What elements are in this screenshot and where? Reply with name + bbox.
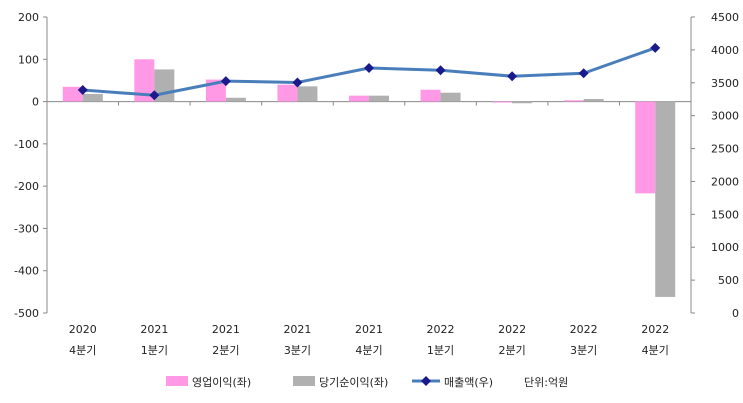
category-labels: 2020 4분기 2021 1분기 2021 2분기 2021 3분기 2021 4분기 2022 1…: [69, 323, 669, 357]
category-year-label: 2021: [283, 323, 311, 336]
category-year-label: 2021: [355, 323, 383, 336]
right-tick-label: 1500: [711, 208, 739, 221]
right-axis-ticks: 4500 4000 3500 3000 2500 2000 1500 1000 500 0: [691, 11, 739, 320]
net-income-bar: [225, 97, 246, 102]
sales-point: [435, 65, 446, 76]
operating-profit-bar: [62, 86, 83, 102]
right-tick-label: 0: [732, 307, 739, 320]
sales-point: [149, 90, 160, 101]
right-tick-label: 1000: [711, 241, 739, 254]
category-quarter-label: 2분기: [212, 344, 239, 357]
category-quarter-label: 4분기: [355, 344, 382, 357]
left-tick-label: 100: [18, 53, 39, 66]
right-tick-label: 3000: [711, 110, 739, 123]
right-tick-label: 2500: [711, 143, 739, 156]
operating-profit-bar: [492, 101, 513, 103]
sales-point: [364, 62, 374, 73]
category-year-label: 2021: [212, 323, 240, 336]
category-year-label: 2022: [641, 323, 669, 336]
category-year-label: 2020: [69, 323, 97, 336]
legend-label-operating-profit: 영업이익(좌): [192, 376, 251, 389]
category-year-label: 2022: [570, 323, 598, 336]
net-income-bar: [369, 95, 389, 102]
category-year-label: 2022: [498, 323, 526, 336]
operating-profit-bar: [134, 59, 155, 102]
right-tick-label: 4000: [711, 44, 739, 57]
legend-swatch-net-income: [293, 376, 315, 386]
left-tick-label: -100: [14, 138, 39, 151]
sales-point: [292, 77, 303, 88]
right-tick-label: 3500: [711, 77, 739, 90]
left-tick-label: -400: [14, 265, 39, 278]
sales-point: [77, 85, 88, 96]
left-axis-ticks: 200 100 0 -100 -200 -300 -400 -500: [14, 11, 47, 320]
net-income-bar: [583, 99, 604, 102]
right-tick-label: 4500: [711, 11, 739, 24]
operating-profit-bar: [349, 95, 369, 102]
left-tick-label: -300: [14, 222, 39, 235]
category-year-label: 2021: [140, 323, 168, 336]
left-tick-label: -500: [14, 307, 39, 320]
category-year-label: 2022: [427, 323, 455, 336]
operating-profit-bar: [563, 100, 584, 102]
category-quarter-label: 4분기: [642, 344, 669, 357]
category-quarter-label: 3분기: [570, 344, 597, 357]
sales-point: [507, 71, 518, 82]
category-quarter-label: 1분기: [141, 344, 168, 357]
operating-profit-bar: [420, 89, 441, 102]
sales-point: [650, 42, 661, 53]
right-tick-label: 2000: [711, 175, 739, 188]
line-series: [77, 42, 661, 101]
category-quarter-label: 2분기: [498, 344, 525, 357]
legend-label-net-income: 당기순이익(좌): [319, 376, 388, 389]
right-tick-label: 500: [718, 274, 739, 287]
net-income-bar: [82, 93, 103, 102]
legend-swatch-operating-profit: [166, 376, 188, 386]
legend-marker-sales: [421, 376, 431, 386]
operating-profit-bar: [277, 84, 298, 102]
left-tick-label: -200: [14, 180, 39, 193]
net-income-bar: [655, 101, 676, 297]
unit-note: 단위:억원: [524, 376, 568, 389]
legend: 영업이익(좌) 당기순이익(좌) 매출액(우) 단위:억원: [166, 376, 568, 389]
left-tick-label: 200: [18, 11, 39, 24]
sales-point: [220, 76, 231, 87]
left-tick-label: 0: [32, 96, 39, 109]
category-quarter-label: 4분기: [69, 344, 96, 357]
net-income-bar: [297, 86, 318, 102]
operating-profit-bar: [635, 101, 656, 194]
category-quarter-label: 3분기: [284, 344, 311, 357]
net-income-bar: [512, 101, 533, 104]
category-quarter-label: 1분기: [427, 344, 454, 357]
legend-label-sales: 매출액(우): [444, 376, 493, 389]
sales-point: [578, 68, 589, 79]
net-income-bar: [440, 92, 461, 102]
bar-series: [62, 59, 676, 297]
